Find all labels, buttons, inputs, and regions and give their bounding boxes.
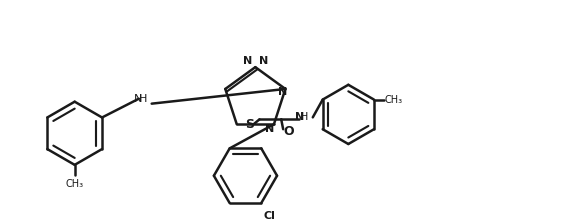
Text: CH₃: CH₃ (66, 179, 84, 189)
Text: N: N (278, 87, 287, 97)
Text: CH₃: CH₃ (385, 95, 403, 105)
Text: S: S (245, 118, 254, 131)
Text: N: N (133, 94, 142, 104)
Text: H: H (138, 94, 147, 104)
Text: N: N (258, 56, 268, 66)
Text: N: N (243, 56, 252, 66)
Text: N: N (295, 112, 304, 122)
Text: N: N (265, 124, 275, 134)
Text: Cl: Cl (263, 211, 275, 221)
Text: H: H (300, 112, 309, 122)
Text: O: O (283, 125, 294, 138)
